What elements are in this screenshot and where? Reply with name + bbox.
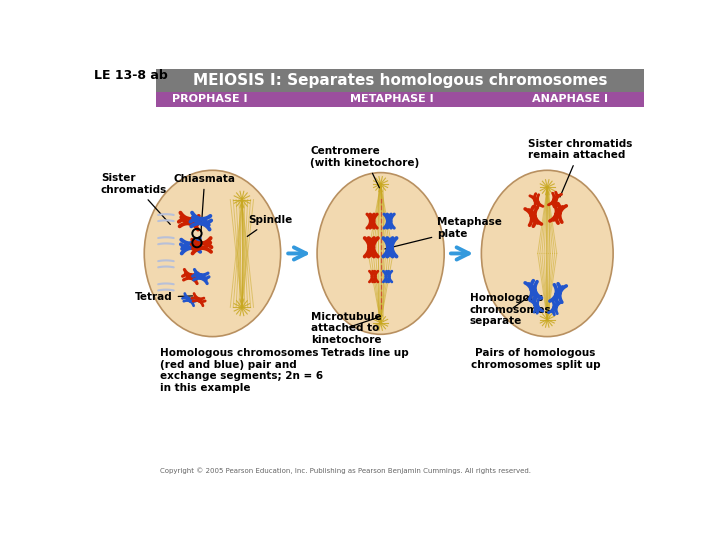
- Text: Homologous
chromosomes
separate: Homologous chromosomes separate: [469, 293, 552, 326]
- Text: MEIOSIS I: Separates homologous chromosomes: MEIOSIS I: Separates homologous chromoso…: [193, 73, 607, 87]
- Text: Microtubule
attached to
kinetochore: Microtubule attached to kinetochore: [311, 312, 382, 345]
- Bar: [156, 92, 644, 107]
- Text: Centromere
(with kinetochore): Centromere (with kinetochore): [310, 146, 419, 188]
- Text: Tetrad: Tetrad: [135, 292, 193, 302]
- Text: Tetrads line up: Tetrads line up: [321, 348, 409, 358]
- Text: Pairs of homologous
chromosomes split up: Pairs of homologous chromosomes split up: [471, 348, 600, 370]
- Text: Metaphase
plate: Metaphase plate: [385, 217, 502, 249]
- Text: Spindle: Spindle: [247, 215, 292, 237]
- Text: Sister chromatids
remain attached: Sister chromatids remain attached: [528, 139, 632, 197]
- Ellipse shape: [317, 173, 444, 334]
- Bar: [156, 69, 644, 92]
- Ellipse shape: [144, 170, 281, 336]
- Ellipse shape: [482, 170, 613, 336]
- Text: Sister
chromatids: Sister chromatids: [101, 173, 171, 225]
- Text: PROPHASE I: PROPHASE I: [172, 94, 248, 104]
- Text: ANAPHASE I: ANAPHASE I: [533, 94, 608, 104]
- Text: Homologous chromosomes
(red and blue) pair and
exchange segments; 2n = 6
in this: Homologous chromosomes (red and blue) pa…: [160, 348, 323, 393]
- Text: Copyright © 2005 Pearson Education, Inc. Publishing as Pearson Benjamin Cummings: Copyright © 2005 Pearson Education, Inc.…: [160, 468, 531, 475]
- Text: Chiasmata: Chiasmata: [174, 174, 235, 232]
- Text: LE 13-8 ab: LE 13-8 ab: [94, 69, 168, 82]
- Text: METAPHASE I: METAPHASE I: [351, 94, 434, 104]
